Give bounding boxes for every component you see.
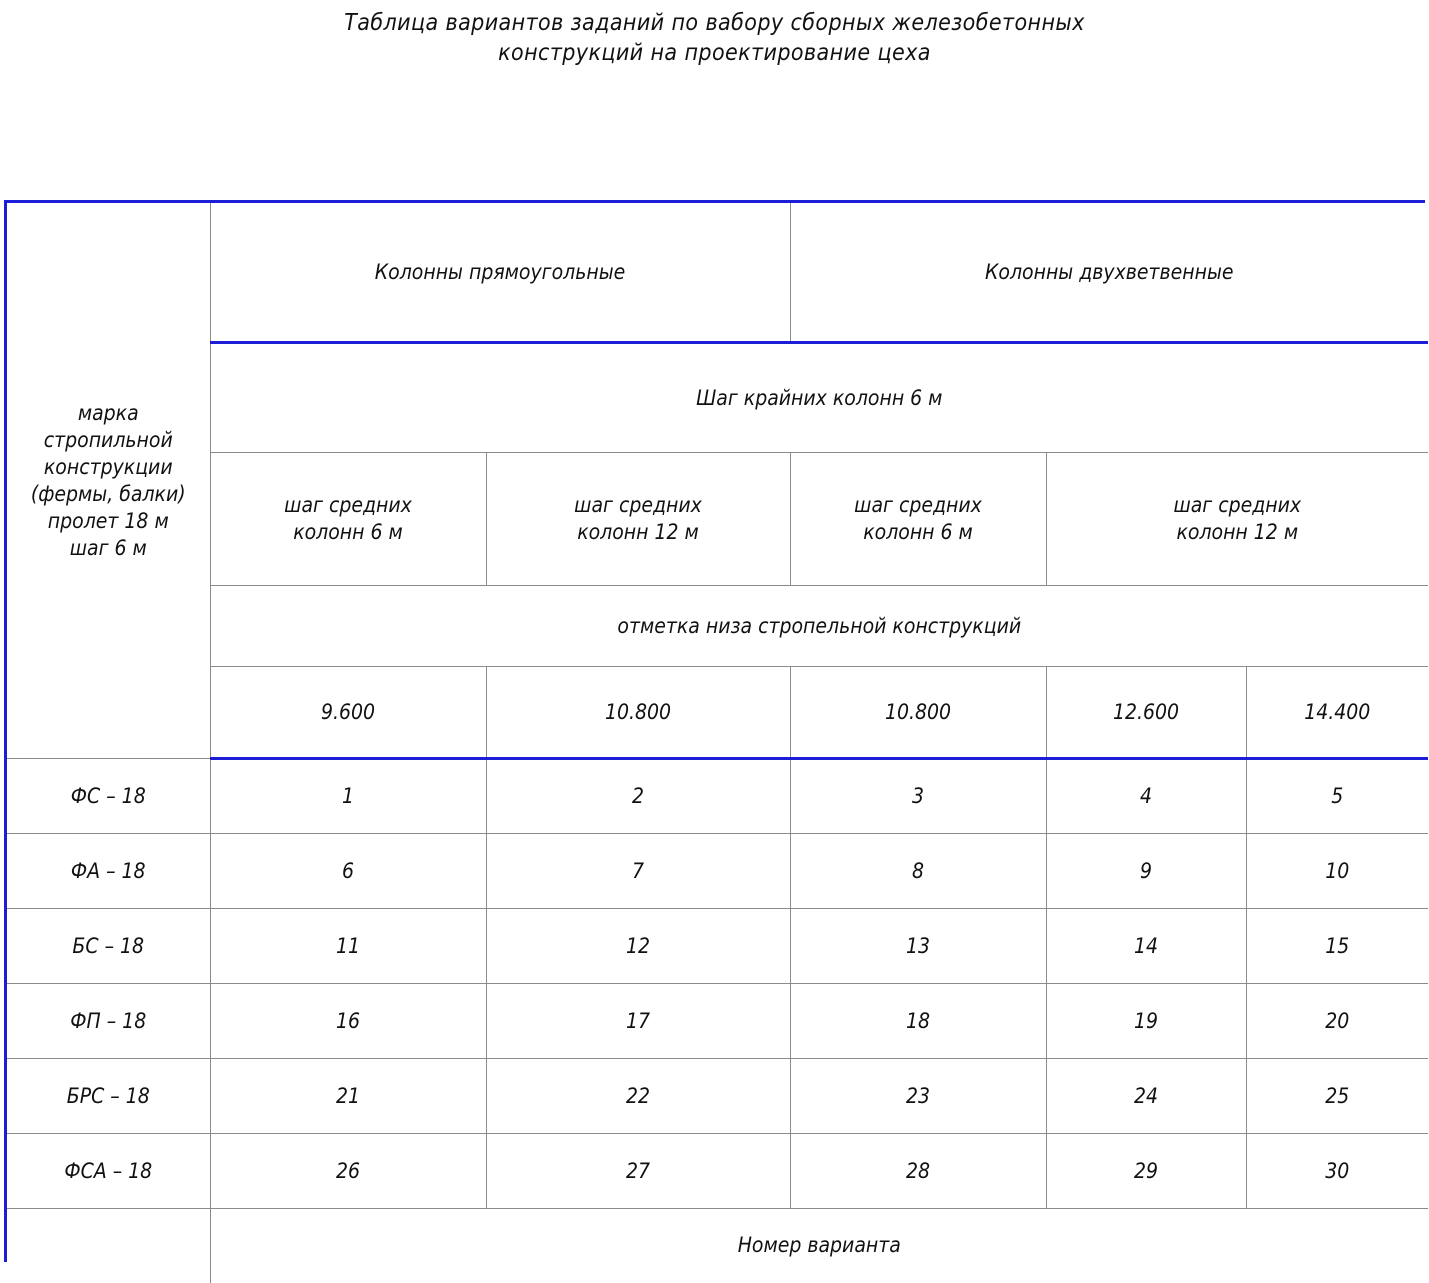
- stub-line-5: пролет 18 м: [47, 508, 169, 533]
- page-title-line-1: Таблица вариантов заданий по вабору сбор…: [344, 10, 1085, 36]
- bottom-elevation-label: отметка низа стропельной конструкций: [210, 585, 1429, 667]
- sub-header-mid-pitch-4-line-2: колонн 12 м: [1176, 520, 1299, 544]
- stub-line-1: марка: [77, 400, 139, 425]
- cell-0-2: 3: [789, 758, 1047, 834]
- cell-1-1: 7: [485, 833, 791, 909]
- table-row: ФС – 18 1 2 3 4 5: [7, 758, 1429, 834]
- stub-line-6: шаг 6 м: [69, 535, 147, 560]
- cell-3-2: 18: [789, 983, 1047, 1059]
- row-label-2: БС – 18: [7, 908, 211, 984]
- sub-header-mid-pitch-4: шаг средних колонн 12 м: [1045, 452, 1429, 586]
- variants-table-container: марка стропильной конструкции (фермы, ба…: [4, 200, 1429, 1283]
- header-row-groups: марка стропильной конструкции (фермы, ба…: [7, 203, 1429, 759]
- cell-4-4: 25: [1245, 1058, 1429, 1134]
- footer-label: Номер варианта: [209, 1208, 1429, 1283]
- cell-2-0: 11: [209, 908, 487, 984]
- cell-4-1: 22: [485, 1058, 791, 1134]
- header-row-elevation-values: 9.600 10.800 10.800 12.600 14.400: [7, 666, 1429, 760]
- cell-4-0: 21: [209, 1058, 487, 1134]
- sub-header-mid-pitch-4-line-1: шаг средних: [1173, 493, 1302, 517]
- cell-5-3: 29: [1045, 1133, 1247, 1209]
- sub-header-mid-pitch-2: шаг средних колонн 12 м: [485, 452, 791, 586]
- outer-column-pitch-label: Шаг крайних колонн 6 м: [210, 342, 1429, 453]
- row-label-1: ФА – 18: [7, 833, 211, 909]
- cell-1-2: 8: [789, 833, 1047, 909]
- cell-2-4: 15: [1245, 908, 1429, 984]
- footer-row: Номер варианта: [7, 1208, 1429, 1283]
- cell-0-0: 1: [209, 758, 487, 834]
- cell-0-3: 4: [1045, 758, 1247, 834]
- sub-header-mid-pitch-1-line-1: шаг средних: [284, 493, 412, 517]
- cell-3-0: 16: [209, 983, 487, 1059]
- cell-2-3: 14: [1045, 908, 1247, 984]
- variants-table: марка стропильной конструкции (фермы, ба…: [7, 203, 1429, 1283]
- elevation-value-5: 14.400: [1245, 666, 1429, 760]
- column-group-rectangular-columns: Колонны прямоугольные: [209, 203, 791, 344]
- table-row: ФА – 18 6 7 8 9 10: [7, 833, 1429, 909]
- sub-header-mid-pitch-3-line-1: шаг средних: [854, 493, 982, 517]
- footer-stub-cell: [7, 1208, 211, 1283]
- cell-3-4: 20: [1245, 983, 1429, 1059]
- sub-header-mid-pitch-3: шаг средних колонн 6 м: [789, 452, 1047, 586]
- elevation-value-3: 10.800: [789, 666, 1047, 760]
- cell-1-0: 6: [209, 833, 487, 909]
- cell-5-4: 30: [1245, 1133, 1429, 1209]
- cell-4-3: 24: [1045, 1058, 1247, 1134]
- table-row: ФП – 18 16 17 18 19 20: [7, 983, 1429, 1059]
- elevation-value-1: 9.600: [210, 666, 487, 760]
- elevation-value-2: 10.800: [485, 666, 791, 760]
- cell-4-2: 23: [789, 1058, 1047, 1134]
- stub-line-4: (фермы, балки): [30, 481, 186, 506]
- column-group-twobranch-columns: Колонны двухветвенные: [789, 203, 1429, 344]
- table-row: ФСА – 18 26 27 28 29 30: [7, 1133, 1429, 1209]
- table-row: БРС – 18 21 22 23 24 25: [7, 1058, 1429, 1134]
- stub-line-3: конструкции: [43, 454, 173, 479]
- elevation-value-4: 12.600: [1045, 666, 1247, 760]
- cell-3-1: 17: [485, 983, 791, 1059]
- cell-3-3: 19: [1045, 983, 1247, 1059]
- table-row: БС – 18 11 12 13 14 15: [7, 908, 1429, 984]
- stub-line-2: стропильной: [43, 427, 173, 452]
- cell-1-4: 10: [1245, 833, 1429, 909]
- cell-5-2: 28: [789, 1133, 1047, 1209]
- cell-0-1: 2: [485, 758, 791, 834]
- cell-2-2: 13: [789, 908, 1047, 984]
- cell-5-0: 26: [209, 1133, 487, 1209]
- row-label-3: ФП – 18: [7, 983, 211, 1059]
- cell-2-1: 12: [485, 908, 791, 984]
- sub-header-mid-pitch-2-line-1: шаг средних: [574, 493, 702, 517]
- cell-5-1: 27: [485, 1133, 791, 1209]
- sub-header-mid-pitch-3-line-2: колонн 6 м: [863, 520, 973, 544]
- page-title-line-2: конструкций на проектирование цеха: [498, 40, 931, 66]
- row-label-0: ФС – 18: [7, 758, 211, 834]
- row-label-4: БРС – 18: [7, 1058, 211, 1134]
- sub-header-mid-pitch-1-line-2: колонн 6 м: [293, 520, 403, 544]
- page-title: Таблица вариантов заданий по вабору сбор…: [0, 8, 1429, 68]
- header-row-outer-column-pitch: Шаг крайних колонн 6 м: [7, 342, 1429, 453]
- header-row-bottom-elevation-label: отметка низа стропельной конструкций: [7, 585, 1429, 667]
- sub-header-mid-pitch-2-line-2: колонн 12 м: [577, 520, 699, 544]
- sub-header-mid-pitch-1: шаг средних колонн 6 м: [210, 452, 487, 586]
- cell-1-3: 9: [1045, 833, 1247, 909]
- header-row-middle-column-pitch: шаг средних колонн 6 м шаг средних колон…: [7, 452, 1429, 586]
- stub-header-cell: марка стропильной конструкции (фермы, ба…: [7, 203, 211, 759]
- cell-0-4: 5: [1245, 758, 1429, 834]
- row-label-5: ФСА – 18: [7, 1133, 211, 1209]
